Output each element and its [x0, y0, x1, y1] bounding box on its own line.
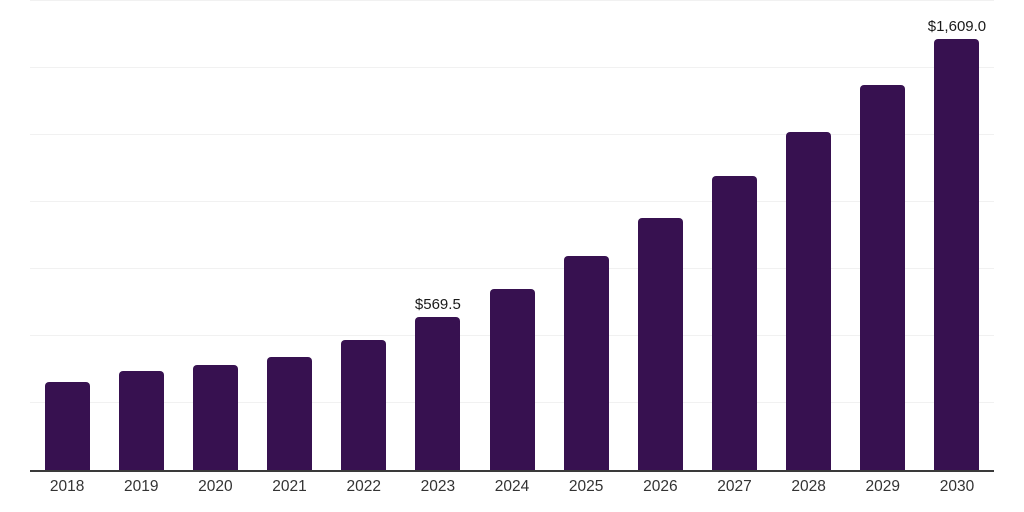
bar-2028 — [786, 131, 832, 470]
bar-slot-2020 — [178, 1, 252, 470]
gridline — [30, 201, 994, 202]
bar-slot-2019 — [104, 1, 178, 470]
bar-slot-2025 — [549, 1, 623, 470]
plot-area: $569.5 $1,609.0 — [30, 0, 994, 472]
bar-2021 — [267, 357, 313, 470]
x-axis-label-2030: 2030 — [939, 478, 975, 495]
x-axis-label-2028: 2028 — [791, 478, 826, 495]
x-axis-label-2023: 2023 — [420, 478, 456, 495]
bar-slot-2024 — [475, 1, 549, 470]
bar-value-label-2030: $1,609.0 — [927, 17, 987, 35]
x-axis-label-2026: 2026 — [643, 478, 678, 495]
bar-value-label-2023: $569.5 — [414, 296, 461, 314]
gridline — [30, 0, 994, 1]
bar-slot-2028 — [772, 1, 846, 470]
bars-container: $569.5 $1,609.0 — [30, 1, 994, 470]
bar-slot-2021 — [252, 1, 326, 470]
bar-slot-2018 — [30, 1, 104, 470]
bar-slot-2022 — [327, 1, 401, 470]
x-axis-line — [30, 470, 994, 472]
x-axis-label-2019: 2019 — [123, 478, 159, 495]
x-axis-label-2029: 2029 — [865, 478, 901, 495]
x-axis-label-2027: 2027 — [717, 478, 752, 495]
bar-2020 — [192, 365, 238, 470]
gridline — [30, 134, 994, 135]
bar-slot-2026 — [623, 1, 697, 470]
bar-2023 — [415, 317, 461, 470]
bar-2027 — [711, 175, 757, 470]
bar-2019 — [118, 371, 164, 470]
x-axis-label-2024: 2024 — [494, 478, 530, 495]
bar-slot-2029 — [846, 1, 920, 470]
bar-slot-2030: $1,609.0 — [920, 1, 994, 470]
gridline — [30, 67, 994, 68]
gridline — [30, 268, 994, 269]
bar-slot-2027 — [697, 1, 771, 470]
bar-2025 — [563, 255, 609, 470]
x-axis-label-2020: 2020 — [198, 478, 233, 495]
bar-2026 — [637, 217, 683, 470]
bar-2022 — [341, 340, 387, 470]
x-axis-label-2018: 2018 — [49, 478, 85, 495]
bar-2018 — [44, 382, 90, 470]
bar-2024 — [489, 289, 535, 470]
bar-2029 — [860, 84, 906, 470]
bar-2030 — [934, 38, 980, 470]
x-axis-label-2021: 2021 — [272, 478, 307, 495]
bar-slot-2023: $569.5 — [401, 1, 475, 470]
x-axis-label-2025: 2025 — [568, 478, 604, 495]
x-axis-labels: 2018 2019 2020 2021 2022 2023 2024 2025 2026 2027… — [30, 478, 994, 496]
x-axis-label-2022: 2022 — [346, 478, 381, 495]
